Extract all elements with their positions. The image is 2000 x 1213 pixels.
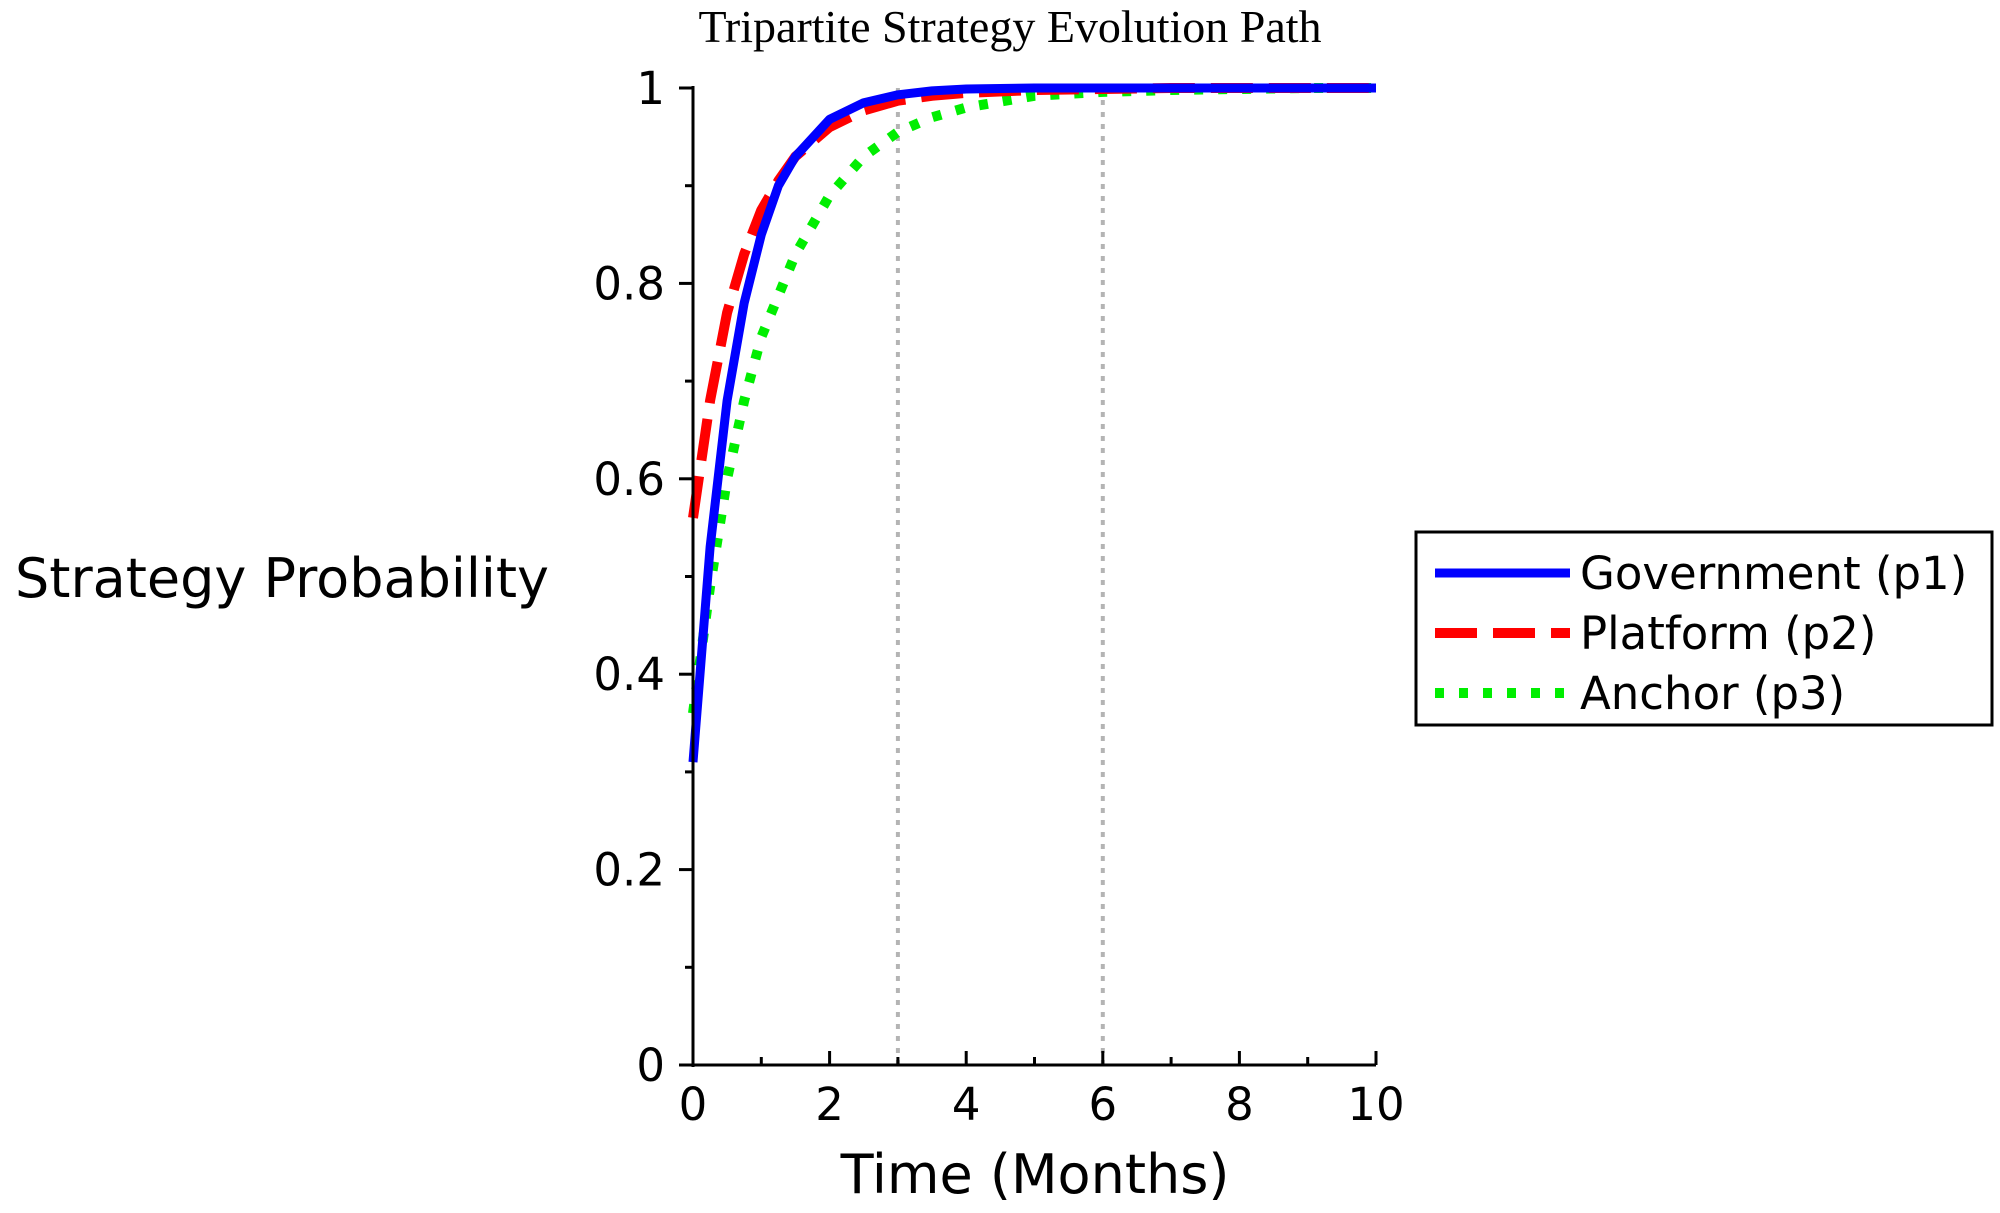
y-tick-label-3: 0.6 xyxy=(593,453,665,506)
series-line-1 xyxy=(688,83,1376,763)
x-axis-label: Time (Months) xyxy=(840,1143,1230,1206)
x-tick-label-0: 0 xyxy=(679,1078,708,1131)
x-tick-label-1: 2 xyxy=(815,1078,844,1131)
y-tick-label-0: 0 xyxy=(636,1039,665,1092)
legend: Government (p1) Platform (p2) Anchor (p3) xyxy=(1414,530,1994,727)
x-tick-label-5: 10 xyxy=(1347,1078,1404,1131)
x-tick-label-4: 8 xyxy=(1225,1078,1254,1131)
x-tick-label-3: 6 xyxy=(1088,1078,1117,1131)
y-tick-label-4: 0.8 xyxy=(593,257,665,310)
legend-label-2: Platform (p2) xyxy=(1580,607,1876,660)
legend-label-3: Anchor (p3) xyxy=(1580,667,1845,720)
y-tick-label-1: 0.2 xyxy=(593,844,665,897)
chart-title: Tripartite Strategy Evolution Path xyxy=(698,1,1321,52)
x-tick-label-2: 4 xyxy=(952,1078,981,1131)
y-tick-label-5: 1 xyxy=(636,62,665,115)
series-lines xyxy=(688,83,1376,763)
x-axis-ticks: 0 2 4 6 8 10 xyxy=(679,1051,1405,1131)
series-line-3 xyxy=(688,83,1376,714)
legend-label-1: Government (p1) xyxy=(1580,547,1967,600)
y-axis-label: Strategy Probability xyxy=(15,547,549,610)
y-tick-label-2: 0.4 xyxy=(593,648,665,701)
y-axis-ticks: 0 0.2 0.4 0.6 0.8 1 xyxy=(593,62,693,1092)
